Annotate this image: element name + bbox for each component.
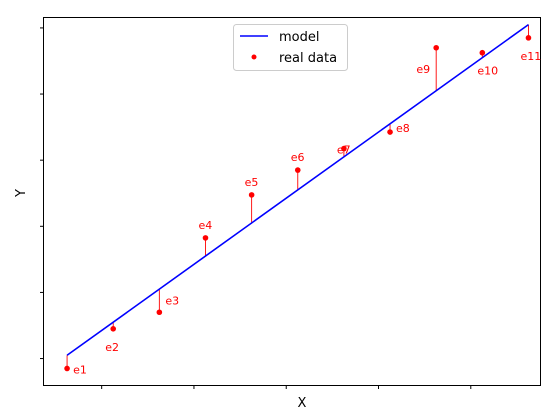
real-data-point [525,35,532,41]
residual-label: e6 [291,151,305,164]
legend: model real data [233,24,348,71]
x-axis-label: X [298,396,307,411]
real-data-point [294,167,301,173]
real-data-point [110,325,117,332]
residual-label: e1 [73,363,87,376]
real-data-point [248,192,255,198]
residual-label: e7 [337,144,351,157]
real-data-point [433,44,439,51]
residual-label: e5 [245,176,259,189]
plot-frame [43,17,541,386]
residual-label: e2 [105,341,119,354]
legend-real-data-swatch [251,54,257,60]
x-axis-ticks [101,385,472,389]
real-data-point [64,365,70,372]
legend-real-data-label: real data [279,51,337,66]
residual-label: e10 [477,65,498,78]
real-data-point [387,129,393,135]
legend-model-label: model [279,30,319,45]
residual-label: e8 [396,122,410,135]
residual-label: e4 [198,219,212,232]
y-axis-label: Y [14,189,29,198]
model-line [66,23,529,356]
y-axis-ticks [40,27,44,360]
residual-label: e11 [520,50,541,63]
residual-label: e3 [165,295,179,308]
real-data-point [341,145,347,152]
residual-label: e9 [416,63,430,76]
residual-lines [66,24,529,369]
real-data-points [64,35,532,372]
real-data-point [156,309,163,316]
real-data-point [479,49,486,56]
residual-labels: e1 e2 e3 e4 e5 e6 e7 e8 e9 e10 e11 [73,50,541,377]
real-data-point [202,235,209,241]
